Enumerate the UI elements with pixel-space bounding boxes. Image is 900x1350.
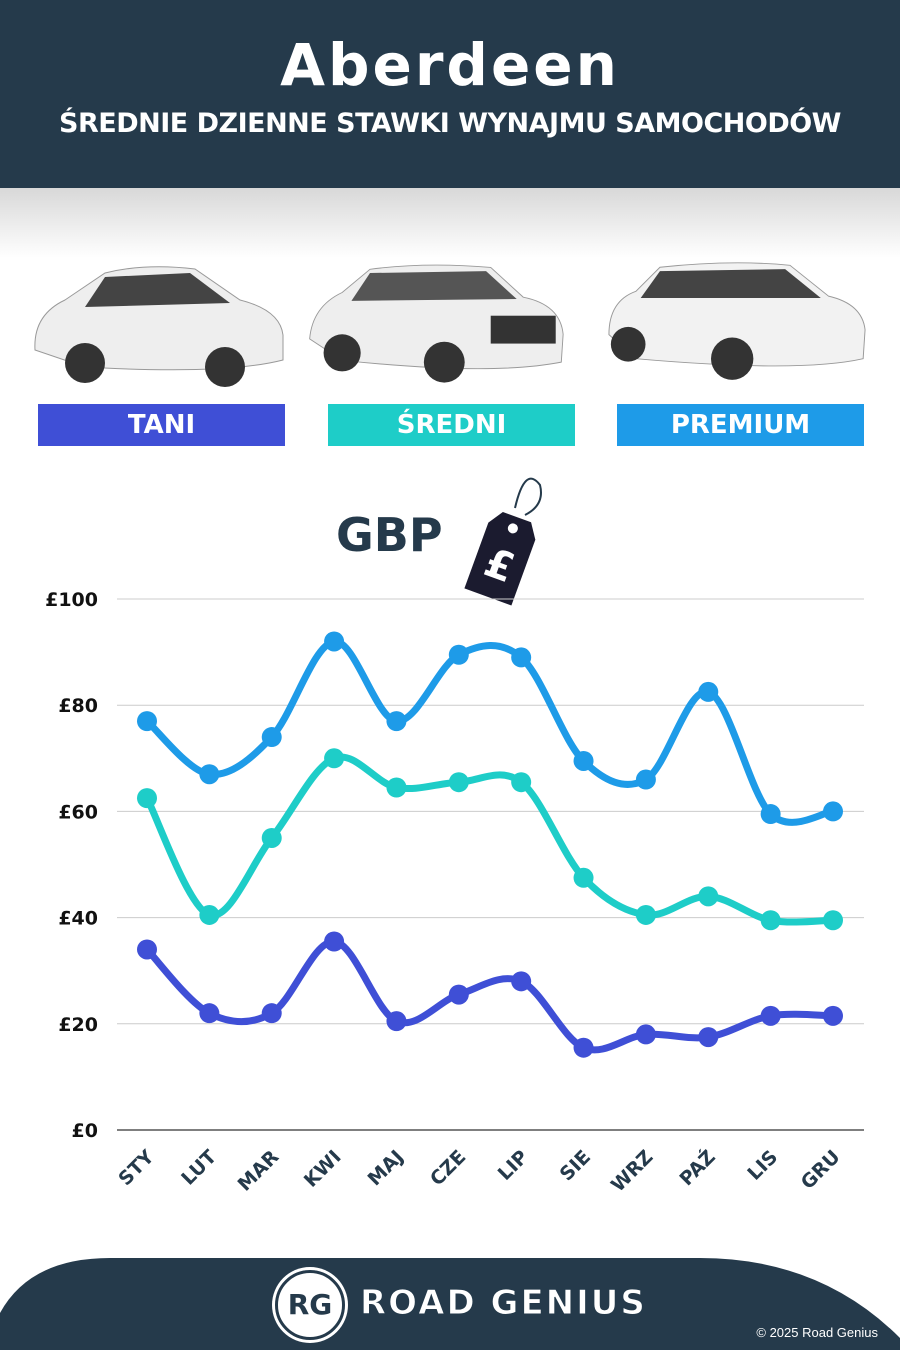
data-point xyxy=(573,867,594,888)
price-tag-icon: £ xyxy=(464,477,542,606)
category-tani: TANI xyxy=(38,404,285,446)
data-point xyxy=(324,931,345,952)
data-point xyxy=(199,764,220,785)
data-point xyxy=(760,804,781,825)
series-line-premium xyxy=(143,637,837,826)
data-point xyxy=(823,801,843,822)
data-point xyxy=(199,904,220,925)
data-point xyxy=(261,727,282,748)
data-point xyxy=(261,1003,282,1024)
data-point xyxy=(635,769,656,790)
footer: © 2025 Road Genius xyxy=(0,1258,900,1350)
data-point xyxy=(573,750,594,771)
data-point xyxy=(386,777,407,798)
x-tick-label: WRZ xyxy=(607,1146,657,1196)
data-point xyxy=(823,1005,843,1026)
data-point xyxy=(324,748,345,769)
data-point xyxy=(448,984,469,1005)
data-point xyxy=(386,1011,407,1032)
y-tick-label: £40 xyxy=(58,908,98,930)
page-subtitle: ŚREDNIE DZIENNE STAWKI WYNAJMU SAMOCHODÓ… xyxy=(59,108,841,139)
data-point xyxy=(137,939,157,960)
header: Aberdeen ŚREDNIE DZIENNE STAWKI WYNAJMU … xyxy=(0,0,900,188)
category-sredni: ŚREDNI xyxy=(328,404,575,446)
data-point xyxy=(324,631,345,652)
x-tick-label: STY xyxy=(114,1146,158,1190)
data-point xyxy=(511,971,532,992)
data-point xyxy=(511,647,532,668)
x-tick-label: LIP xyxy=(494,1146,533,1185)
data-point xyxy=(698,886,719,907)
data-point xyxy=(760,1005,781,1026)
page-title: Aberdeen xyxy=(280,31,620,99)
y-tick-label: £80 xyxy=(58,695,98,717)
copyright: © 2025 Road Genius xyxy=(756,1325,878,1340)
series-line-tani xyxy=(143,937,837,1054)
midsize-suv-image xyxy=(309,264,564,383)
y-tick-label: £0 xyxy=(72,1120,98,1142)
road-genius-logo: RG xyxy=(275,1270,345,1340)
data-point xyxy=(137,711,157,732)
series-line-średni xyxy=(143,753,837,926)
x-tick-label: GRU xyxy=(797,1146,845,1194)
economy-car-image xyxy=(34,266,284,387)
premium-suv-image xyxy=(608,262,866,380)
x-tick-label: MAJ xyxy=(364,1146,408,1190)
category-premium: PREMIUM xyxy=(617,404,864,446)
x-tick-label: MAR xyxy=(234,1146,284,1196)
data-point xyxy=(261,827,282,848)
y-tick-label: £60 xyxy=(58,801,98,823)
data-point xyxy=(386,711,407,732)
data-point xyxy=(137,788,157,809)
x-tick-label: KWI xyxy=(300,1146,346,1192)
brand-name: ROAD GENIUS xyxy=(360,1283,647,1324)
currency-label: GBP xyxy=(336,508,443,562)
y-tick-label: £100 xyxy=(45,589,98,611)
data-point xyxy=(635,904,656,925)
x-tick-label: PAŹ xyxy=(675,1145,720,1190)
data-point xyxy=(760,910,781,931)
data-point xyxy=(199,1003,220,1024)
header-shadow xyxy=(0,188,900,258)
data-point xyxy=(573,1037,594,1058)
x-tick-label: LIS xyxy=(743,1146,782,1185)
line-chart: £0 £20 £40 £60 £80 £100 STY LUT MAR KWI MAJ CZE LIP S… xyxy=(45,589,864,1196)
data-point xyxy=(698,681,719,702)
x-tick-label: CZE xyxy=(426,1146,470,1190)
data-point xyxy=(511,772,532,793)
data-point xyxy=(635,1024,656,1045)
data-point xyxy=(448,772,469,793)
data-point xyxy=(698,1027,719,1048)
x-tick-label: SIE xyxy=(556,1146,595,1185)
data-point xyxy=(823,910,843,931)
x-tick-label: LUT xyxy=(177,1146,221,1190)
y-tick-label: £20 xyxy=(58,1014,98,1036)
data-point xyxy=(448,644,469,665)
